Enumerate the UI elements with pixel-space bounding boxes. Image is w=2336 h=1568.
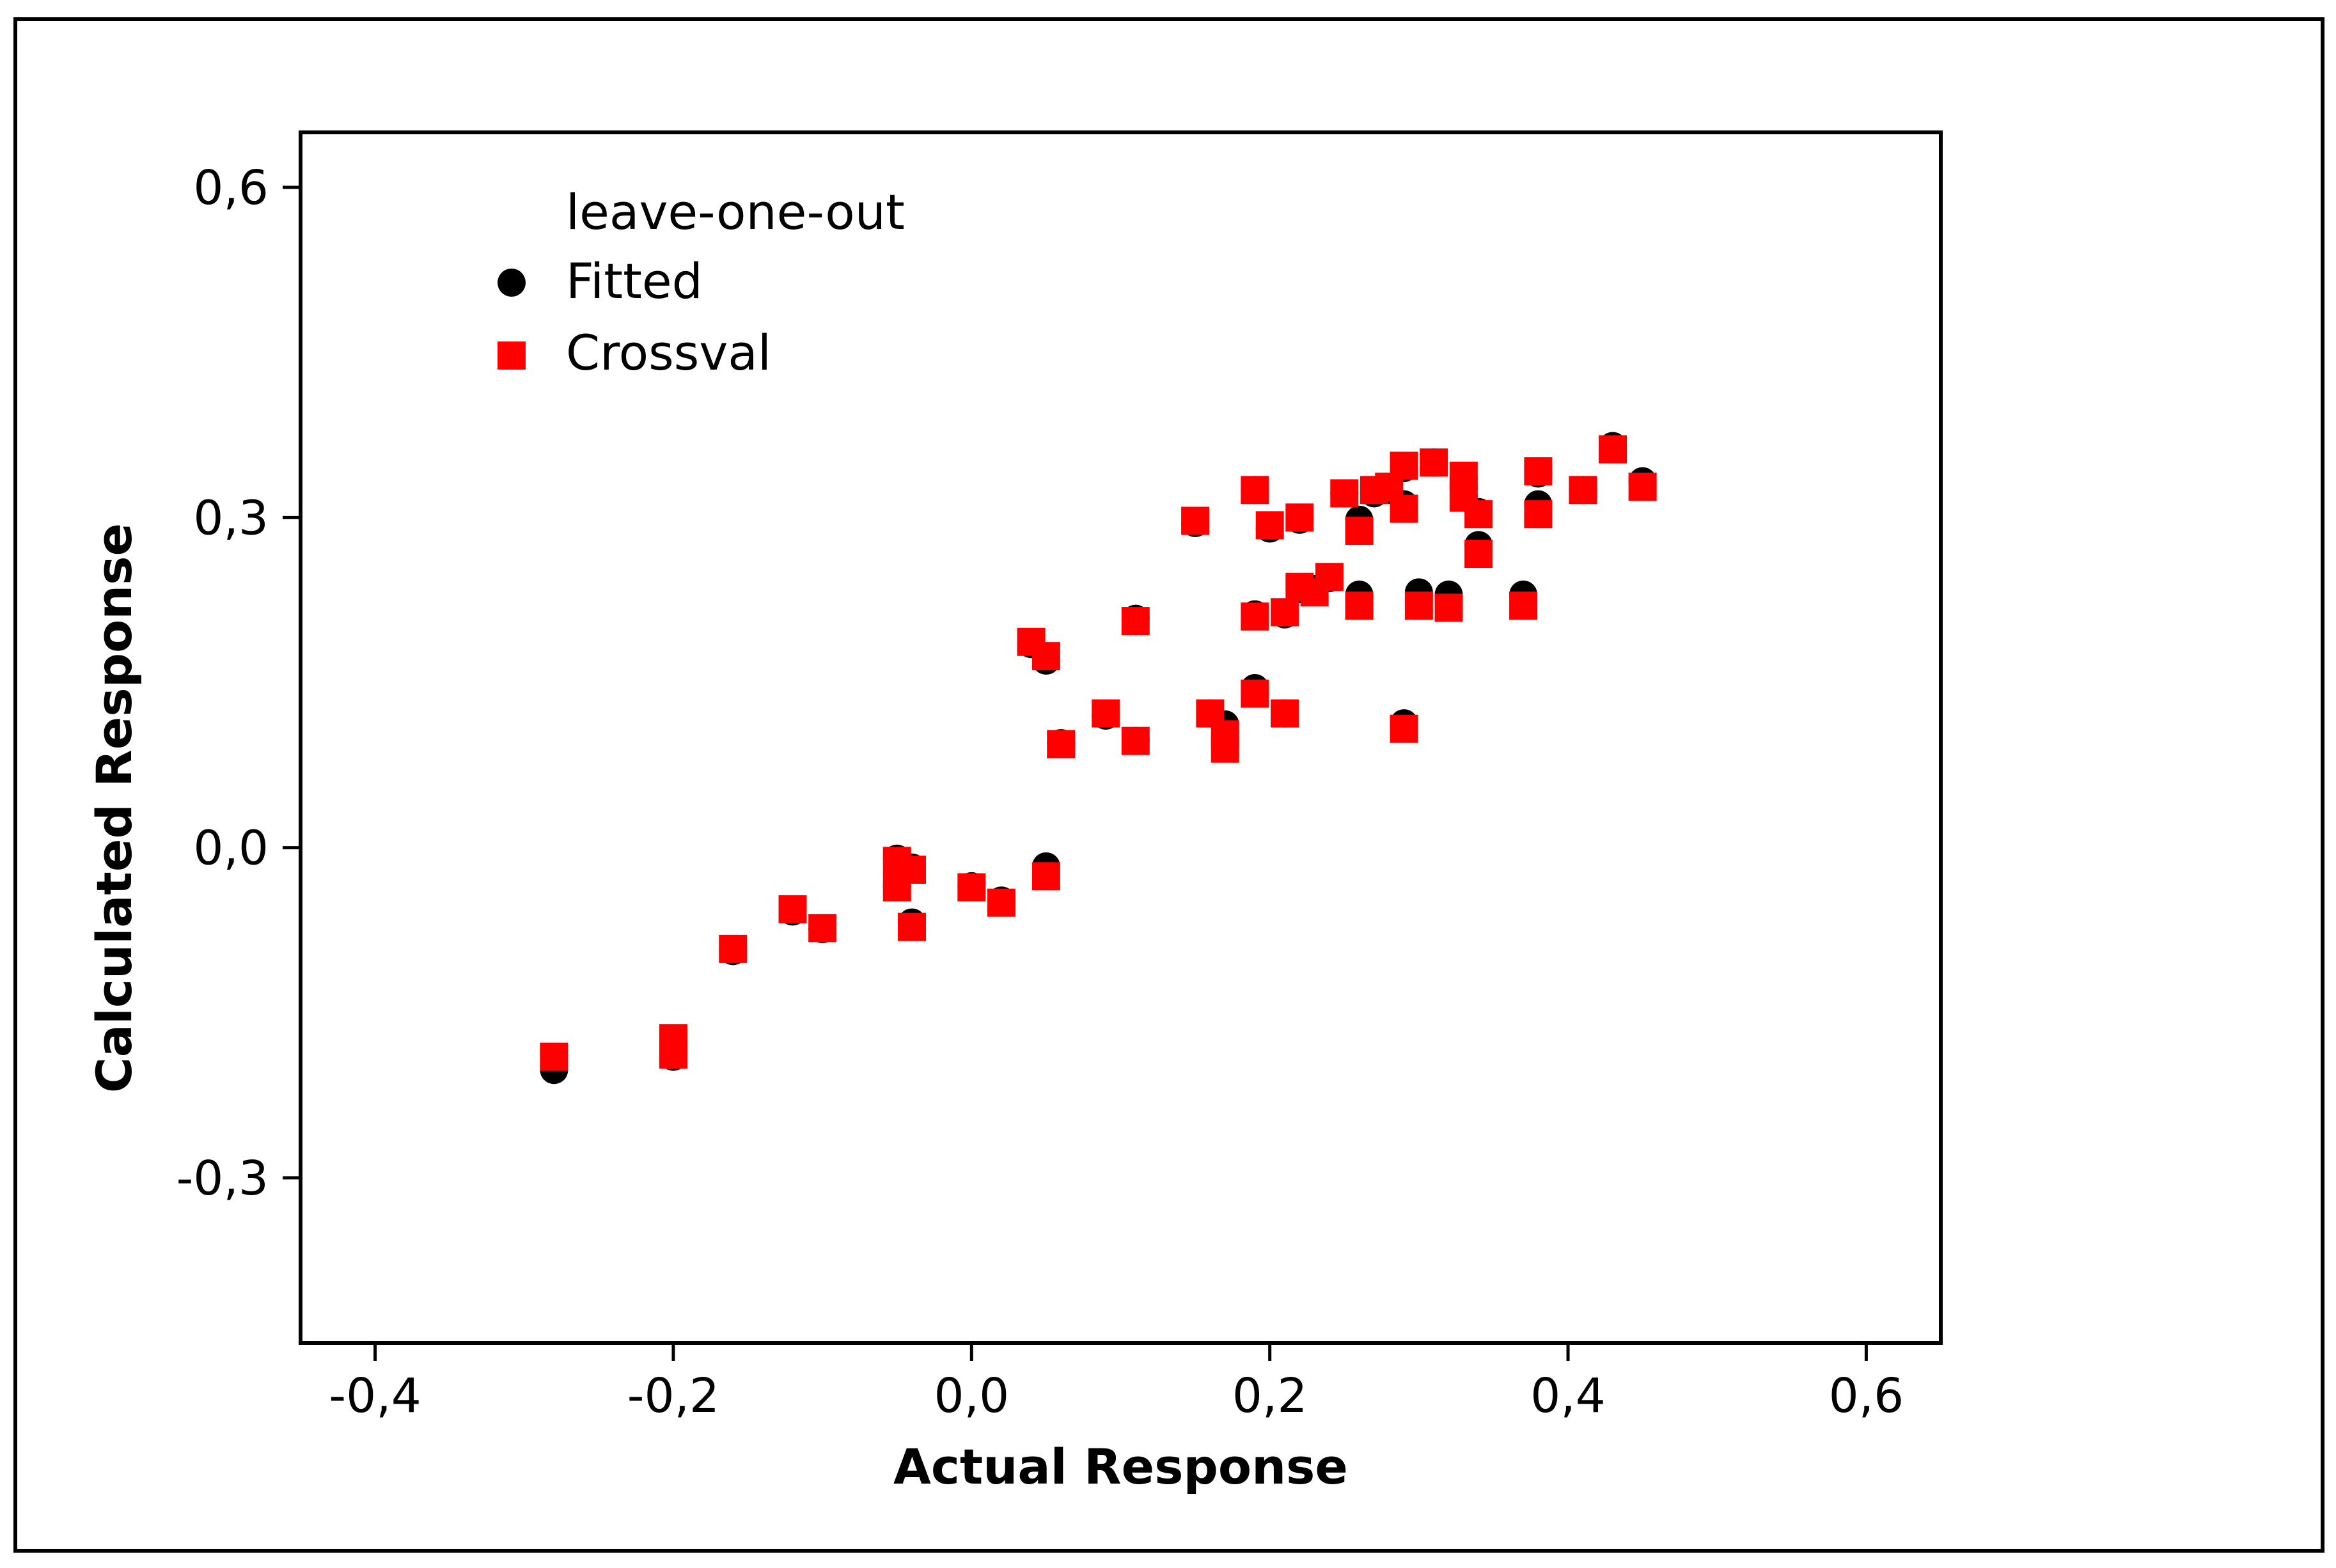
point-crossval bbox=[1255, 511, 1284, 540]
point-crossval bbox=[808, 914, 837, 943]
point-crossval bbox=[1271, 598, 1299, 627]
legend-fitted-marker bbox=[498, 269, 526, 297]
point-crossval bbox=[1390, 494, 1418, 523]
figure-frame bbox=[13, 17, 2324, 1553]
point-crossval bbox=[1345, 516, 1374, 545]
point-crossval bbox=[1315, 563, 1344, 592]
point-crossval bbox=[778, 895, 807, 923]
point-crossval bbox=[1031, 642, 1060, 671]
point-crossval bbox=[1628, 473, 1657, 501]
plot-area-frame bbox=[299, 130, 1943, 1345]
point-crossval bbox=[1241, 476, 1269, 505]
y-axis-ticks: -0,3 0,0 0,3 0,6 bbox=[176, 161, 301, 1206]
point-crossval bbox=[1047, 730, 1076, 758]
point-crossval bbox=[1464, 540, 1493, 568]
legend: leave-one-out Fitted Crossval bbox=[498, 184, 905, 381]
y-tick-label: 0,3 bbox=[193, 490, 269, 545]
point-crossval bbox=[1285, 503, 1314, 532]
point-crossval bbox=[1271, 699, 1299, 728]
point-crossval bbox=[1599, 435, 1627, 464]
point-crossval bbox=[898, 913, 927, 941]
y-tick-label: -0,3 bbox=[176, 1151, 269, 1206]
point-crossval bbox=[1241, 679, 1269, 708]
point-crossval bbox=[987, 888, 1015, 917]
y-tick-label: 0,6 bbox=[193, 161, 269, 216]
legend-fitted-label: Fitted bbox=[566, 253, 703, 310]
point-crossval bbox=[1509, 591, 1538, 620]
x-tick-label: -0,4 bbox=[329, 1368, 421, 1423]
point-crossval bbox=[1390, 714, 1418, 743]
point-crossval bbox=[1211, 734, 1239, 763]
point-crossval bbox=[1330, 479, 1359, 508]
point-crossval bbox=[1420, 448, 1448, 477]
point-crossval bbox=[1181, 506, 1210, 535]
point-crossval bbox=[1524, 457, 1553, 486]
data-points bbox=[540, 432, 1657, 1085]
point-crossval bbox=[1345, 591, 1374, 620]
point-crossval bbox=[1241, 602, 1269, 631]
x-tick-label: 0,4 bbox=[1530, 1368, 1606, 1423]
y-tick-label: 0,0 bbox=[193, 821, 269, 876]
point-crossval bbox=[1121, 607, 1150, 636]
point-crossval bbox=[1464, 500, 1493, 529]
point-crossval bbox=[957, 873, 986, 902]
x-tick-label: 0,2 bbox=[1232, 1368, 1308, 1423]
point-crossval bbox=[1092, 699, 1120, 728]
legend-crossval-label: Crossval bbox=[566, 324, 771, 381]
x-axis-ticks: -0,4 -0,2 0,0 0,2 0,4 0,6 bbox=[329, 1343, 1904, 1423]
legend-title: leave-one-out bbox=[566, 184, 905, 240]
legend-crossval-marker bbox=[498, 341, 526, 370]
point-crossval bbox=[1569, 476, 1597, 505]
point-crossval bbox=[1390, 451, 1418, 480]
point-crossval bbox=[898, 856, 927, 884]
x-tick-label: -0,2 bbox=[627, 1368, 719, 1423]
x-tick-label: 0,0 bbox=[934, 1368, 1009, 1423]
point-crossval bbox=[540, 1042, 568, 1071]
point-crossval bbox=[1524, 500, 1553, 529]
x-axis-title: Actual Response bbox=[893, 1438, 1348, 1495]
point-crossval bbox=[1434, 593, 1463, 622]
point-crossval bbox=[1404, 591, 1433, 620]
x-tick-label: 0,6 bbox=[1829, 1368, 1904, 1423]
point-crossval bbox=[1121, 726, 1150, 755]
point-crossval bbox=[719, 934, 748, 963]
point-crossval bbox=[1031, 862, 1060, 891]
y-axis-title: Calculated Response bbox=[86, 523, 143, 1093]
point-crossval bbox=[659, 1040, 687, 1069]
